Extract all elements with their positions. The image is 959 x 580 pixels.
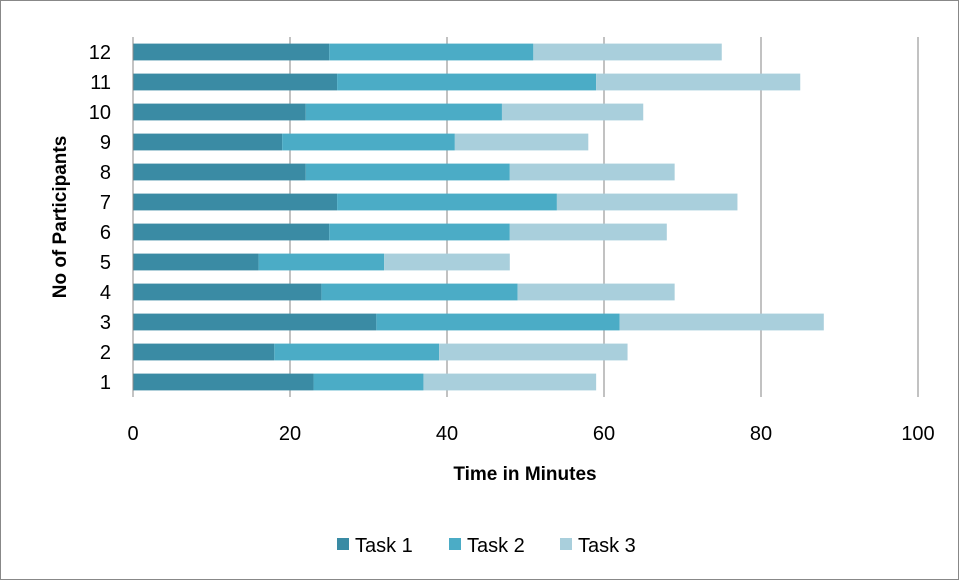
y-tick-label: 10 <box>89 102 111 124</box>
legend-label-task-2: Task 2 <box>467 535 525 557</box>
bar-participant-10-task-1 <box>133 103 306 121</box>
bar-participant-8-task-1 <box>133 163 306 181</box>
legend-label-task-1: Task 1 <box>355 535 413 557</box>
x-tick-labels: 0 20 40 60 80 100 <box>127 423 934 445</box>
bar-participant-7-task-2 <box>337 193 557 211</box>
bar-participant-3-task-1 <box>133 313 377 331</box>
legend: Task 1 Task 2 Task 3 <box>337 535 636 557</box>
y-tick-label: 7 <box>100 192 111 214</box>
bar-participant-12-task-3 <box>533 43 722 61</box>
y-tick-label: 2 <box>100 342 111 364</box>
bar-participant-3-task-2 <box>376 313 620 331</box>
bar-participant-3-task-3 <box>619 313 824 331</box>
bar-participant-6-task-3 <box>509 223 667 241</box>
x-tick-label: 20 <box>279 423 301 445</box>
bar-participant-5-task-2 <box>258 253 385 271</box>
bar-participant-8-task-2 <box>305 163 510 181</box>
bar-participant-11-task-3 <box>596 73 801 91</box>
bar-participant-7-task-3 <box>556 193 738 211</box>
y-tick-label: 5 <box>100 252 111 274</box>
x-tick-label: 60 <box>593 423 615 445</box>
bar-participant-10-task-2 <box>305 103 502 121</box>
y-axis-title: No of Participants <box>50 136 71 299</box>
x-axis-title: Time in Minutes <box>453 464 596 485</box>
bar-participant-7-task-1 <box>133 193 338 211</box>
bar-participant-5-task-3 <box>384 253 510 271</box>
y-tick-label: 6 <box>100 222 111 244</box>
x-tick-label: 80 <box>750 423 772 445</box>
y-tick-label: 8 <box>100 162 111 184</box>
bar-participant-12-task-1 <box>133 43 330 61</box>
bar-participant-9-task-3 <box>454 133 589 151</box>
bar-participant-1-task-1 <box>133 373 314 391</box>
y-tick-label: 12 <box>89 42 111 64</box>
gridlines <box>289 37 919 397</box>
bar-participant-11-task-2 <box>337 73 597 91</box>
y-tick-label: 3 <box>100 312 111 334</box>
bar-participant-9-task-1 <box>133 133 283 151</box>
bar-participant-2-task-3 <box>439 343 628 361</box>
x-tick-label: 0 <box>127 423 138 445</box>
bar-participant-6-task-1 <box>133 223 330 241</box>
bar-participant-11-task-1 <box>133 73 338 91</box>
y-tick-label: 11 <box>90 72 111 94</box>
bar-participant-5-task-1 <box>133 253 259 271</box>
bar-participant-9-task-2 <box>282 133 455 151</box>
x-tick-label: 40 <box>436 423 458 445</box>
bar-participant-1-task-2 <box>313 373 424 391</box>
bar-participant-4-task-3 <box>517 283 675 301</box>
bar-participant-4-task-1 <box>133 283 322 301</box>
bar-participant-12-task-2 <box>329 43 534 61</box>
bar-participant-2-task-2 <box>274 343 440 361</box>
bar-participant-2-task-1 <box>133 343 275 361</box>
legend-swatch-task-3 <box>560 538 572 550</box>
bar-participant-6-task-2 <box>329 223 510 241</box>
y-tick-label: 9 <box>100 132 111 154</box>
y-tick-label: 1 <box>100 372 111 394</box>
x-tick-label: 100 <box>901 423 934 445</box>
legend-swatch-task-1 <box>337 538 349 550</box>
bar-participant-8-task-3 <box>509 163 675 181</box>
y-tick-label: 4 <box>100 282 111 304</box>
bar-participant-4-task-2 <box>321 283 518 301</box>
legend-swatch-task-2 <box>449 538 461 550</box>
bars <box>133 43 824 391</box>
bar-participant-1-task-3 <box>423 373 597 391</box>
bar-participant-10-task-3 <box>501 103 644 121</box>
legend-label-task-3: Task 3 <box>578 535 636 557</box>
